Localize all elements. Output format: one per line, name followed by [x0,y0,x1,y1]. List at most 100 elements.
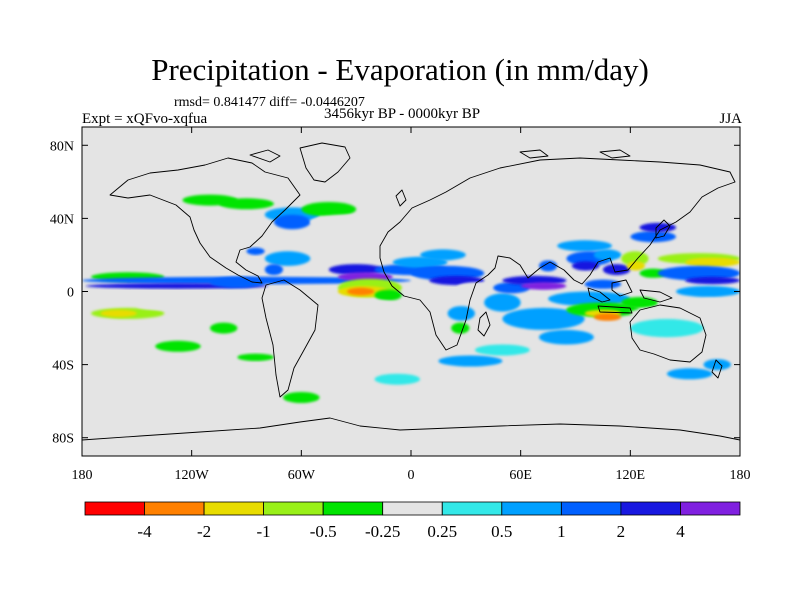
colorbar: -4 -2 -1 -0.5 -0.25 0.25 0.5 1 2 4 [84,501,741,541]
field-patch [456,282,494,294]
colorbar-swatch [322,501,384,516]
y-tick-label: 40S [52,359,74,374]
field-patch [456,161,503,173]
field-patch [621,251,649,266]
y-tick-label: 80S [52,432,74,447]
colorbar-swatch [501,501,562,516]
field-patch [685,276,740,285]
coast-japan [655,219,671,239]
field-patch [173,320,283,354]
field-patch [451,322,470,334]
colorbar-label: -4 [137,522,152,541]
colorbar-label: -1 [257,522,271,541]
x-tick-label: 0 [408,468,415,483]
field-patch [639,222,677,233]
field-patch [264,251,311,266]
colorbar-swatch [680,501,741,516]
field-patch [520,282,567,290]
field-patch [612,202,658,217]
y-axis: 80N 40N 0 40S 80S [50,139,740,447]
field-patch [310,214,384,230]
field-patch [301,202,357,217]
field-patch [420,180,475,191]
field-patch [630,307,676,319]
coastlines [82,142,740,441]
field-patch [210,276,265,288]
y-tick-label: 40N [50,212,74,227]
coast-south-america [261,279,319,398]
field-patch [447,306,475,321]
field-patch [602,264,631,276]
colorbar-swatch [203,501,265,516]
field-patch [676,286,740,297]
colorbar-label: 2 [617,522,626,541]
field-patch [374,373,421,385]
field-patch [374,289,402,301]
field-patch [219,198,274,210]
coast-uk [395,189,407,207]
season-label: JJA [719,111,742,127]
period-label: 3456kyr BP - 0000kyr BP [324,106,481,122]
colorbar-swatch [620,501,681,516]
field-patch [685,257,740,267]
y-tick-label: 80N [50,139,74,154]
field-layer [82,161,740,403]
field-patch [571,261,600,271]
colorbar-label: -2 [197,522,211,541]
field-patch [539,329,594,345]
coast-north-america [109,157,301,284]
field-patch [685,342,713,358]
colorbar-label: 1 [557,522,566,541]
field-patch [328,264,384,276]
field-patch [356,300,402,312]
field-patch [493,282,530,294]
field-patch [575,174,649,190]
field-patch [548,291,631,307]
y-tick-label: 0 [67,286,74,301]
field-patch [593,249,622,261]
colorbar-swatch [561,501,622,516]
x-tick-label: 60W [288,468,316,483]
field-patch [237,229,274,244]
field-patch [502,307,585,330]
x-axis: 180 120W 60W 0 60E 120E 180 [72,127,751,483]
field-patch [484,293,521,312]
field-patch [228,362,265,374]
field-patch [438,355,503,367]
x-tick-label: 120W [175,468,210,483]
field-patch [328,350,366,361]
field-patch [626,261,645,271]
field-patch [630,319,704,338]
coast-australia [629,304,707,363]
x-tick-label: 120E [616,468,646,483]
x-tick-label: 60E [509,468,532,483]
field-patch [347,287,375,296]
field-patch [155,340,201,352]
field-patch [493,170,567,186]
field-patch [557,240,612,252]
field-patch [539,260,558,272]
field-patch [420,249,466,261]
coast-greenland [299,142,351,183]
colorbar-label: -0.25 [365,522,400,541]
field-patch [310,302,338,318]
coast-antarctica [82,417,740,441]
field-patch [246,247,265,255]
coast-madagascar [477,311,491,337]
field-patch [264,264,283,276]
field-patch [310,375,366,391]
coast-eurasia-africa [379,157,736,351]
field-patch [685,298,740,314]
colorbar-swatch [382,501,443,516]
field-patch [630,231,676,243]
coast-indonesia [587,279,673,314]
field-patch [584,279,622,289]
colorbar-swatch [263,501,324,516]
coast-new-zealand [711,359,723,379]
field-patch [475,192,530,208]
field-patch [273,214,311,230]
field-patch [301,326,348,349]
field-patch [703,359,731,371]
field-patch [621,297,658,308]
coast-arctic-islands [249,149,631,163]
